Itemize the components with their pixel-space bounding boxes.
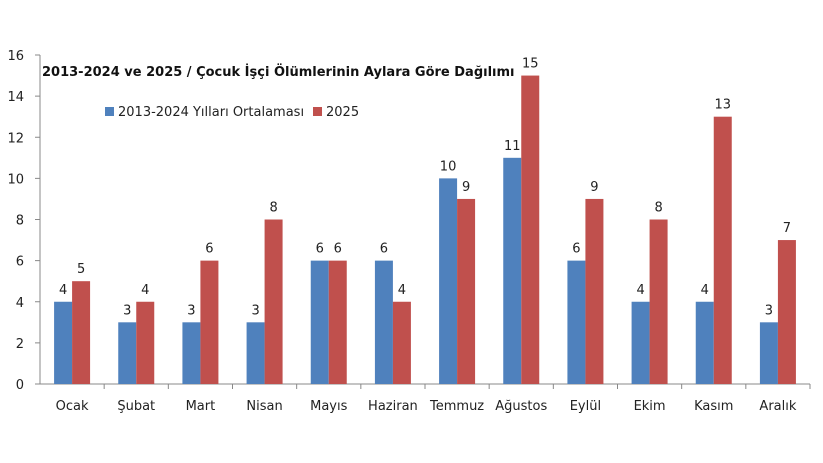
- data-label: 6: [205, 242, 213, 257]
- data-label: 11: [504, 139, 521, 154]
- bar-avg: [182, 322, 201, 384]
- data-label: 6: [316, 242, 324, 257]
- data-label: 3: [765, 303, 773, 318]
- bar-avg: [118, 322, 137, 384]
- data-label: 13: [714, 98, 731, 113]
- x-tick-label: Ocak: [56, 399, 89, 414]
- data-label: 7: [783, 221, 791, 236]
- x-tick-label: Nisan: [246, 399, 282, 414]
- y-tick-label: 6: [16, 255, 24, 270]
- y-tick-label: 0: [16, 378, 24, 393]
- y-tick-label: 14: [7, 90, 24, 105]
- data-label: 6: [572, 242, 580, 257]
- x-tick-label: Ağustos: [495, 399, 547, 414]
- bar-2025: [585, 198, 604, 384]
- y-tick-label: 12: [7, 131, 24, 146]
- data-label: 4: [398, 283, 406, 298]
- x-tick-label: Temmuz: [429, 399, 484, 414]
- bar-avg: [567, 260, 586, 384]
- bar-2025: [521, 75, 540, 384]
- bar-2025: [392, 301, 411, 384]
- data-label: 4: [59, 283, 67, 298]
- legend-label-avg: 2013-2024 Yılları Ortalaması: [118, 105, 304, 120]
- y-tick-label: 16: [7, 49, 24, 64]
- bar-2025: [264, 219, 283, 384]
- bar-2025: [777, 240, 796, 384]
- x-tick-label: Mart: [186, 399, 216, 414]
- bar-avg: [695, 301, 714, 384]
- bar-2025: [72, 281, 91, 384]
- x-tick-label: Ekim: [634, 399, 666, 414]
- legend-swatch-2025: [313, 107, 322, 116]
- bar-avg: [503, 157, 522, 384]
- y-tick-label: 2: [16, 337, 24, 352]
- legend-swatch-avg: [105, 107, 114, 116]
- data-label: 6: [334, 242, 342, 257]
- bar-2025: [713, 116, 732, 384]
- bar-avg: [439, 178, 458, 384]
- x-tick-label: Şubat: [117, 399, 155, 414]
- bar-2025: [200, 260, 219, 384]
- data-label: 3: [123, 303, 131, 318]
- x-tick-label: Eylül: [570, 399, 601, 414]
- data-label: 3: [187, 303, 195, 318]
- data-label: 4: [636, 283, 644, 298]
- data-label: 8: [654, 201, 662, 216]
- x-tick-label: Mayıs: [310, 399, 347, 414]
- bar-2025: [457, 198, 476, 384]
- bar-avg: [374, 260, 393, 384]
- data-label: 15: [522, 57, 539, 72]
- bar-avg: [310, 260, 329, 384]
- data-label: 5: [77, 262, 85, 277]
- data-label: 6: [380, 242, 388, 257]
- x-tick-label: Aralık: [759, 399, 796, 414]
- bar-avg: [246, 322, 265, 384]
- bar-avg: [54, 301, 73, 384]
- data-label: 8: [269, 201, 277, 216]
- chart-title: 2013-2024 ve 2025 / Çocuk İşçi Ölümlerin…: [42, 64, 515, 80]
- y-tick-label: 4: [16, 296, 24, 311]
- legend-label-2025: 2025: [326, 105, 359, 120]
- x-tick-label: Haziran: [368, 399, 418, 414]
- bar-avg: [759, 322, 778, 384]
- data-label: 9: [590, 180, 598, 195]
- bar-avg: [631, 301, 650, 384]
- data-label: 9: [462, 180, 470, 195]
- x-tick-label: Kasım: [694, 399, 733, 414]
- y-tick-label: 10: [7, 172, 24, 187]
- bar-2025: [649, 219, 668, 384]
- bar-2025: [328, 260, 347, 384]
- bar-2025: [136, 301, 155, 384]
- data-label: 4: [141, 283, 149, 298]
- data-label: 3: [251, 303, 259, 318]
- legend: 2013-2024 Yılları Ortalaması 2025: [105, 105, 359, 120]
- y-tick-label: 8: [16, 214, 24, 229]
- data-label: 10: [440, 159, 457, 174]
- data-label: 4: [701, 283, 709, 298]
